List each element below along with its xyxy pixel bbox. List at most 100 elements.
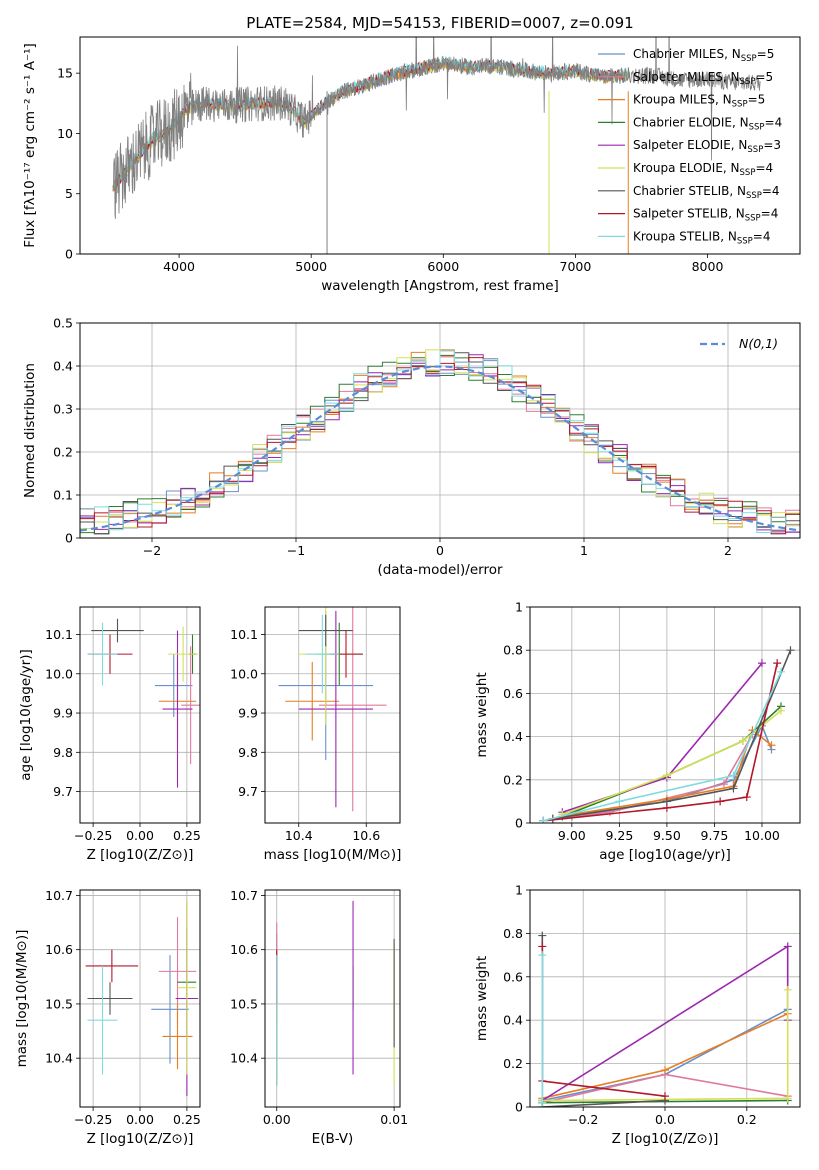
x-tick-label: 9.50 <box>653 828 681 843</box>
weight-marker <box>729 771 738 780</box>
y-tick-label: 0.4 <box>503 1013 523 1028</box>
weight-line <box>562 710 782 816</box>
x-tick-label: 0.01 <box>380 1112 408 1127</box>
errorbars <box>87 618 200 788</box>
weight-line <box>543 671 782 822</box>
y-tick-label: 9.9 <box>238 706 258 721</box>
x-tick-label: 6000 <box>427 259 459 274</box>
y-tick-label: 9.7 <box>53 784 73 799</box>
histogram-lines <box>80 349 800 535</box>
x-tick-label: 5000 <box>295 259 327 274</box>
weight-marker <box>538 1098 547 1107</box>
x-tick-label: 0.0 <box>655 1112 675 1127</box>
x-axis-label: mass [log10(M/M⊙)] <box>264 847 402 863</box>
y-tick-label: 9.9 <box>53 706 73 721</box>
legend-label-sub: SSP <box>749 122 765 132</box>
x-axis-label: Z [log10(Z/Z⊙)] <box>87 847 194 863</box>
legend-label-prefix: Kroupa STELIB, N <box>633 229 737 243</box>
y-tick-label: 0.2 <box>503 772 523 787</box>
legend-label: Kroupa STELIB, NSSP=4 <box>633 229 771 246</box>
x-tick-label: 10.4 <box>285 828 313 843</box>
y-tick-label: 10.1 <box>230 627 258 642</box>
x-tick-label: 1 <box>580 543 588 558</box>
y-tick-label: 10.6 <box>45 942 73 957</box>
spectrum-lines <box>112 37 761 254</box>
legend-label-suffix: =4 <box>761 207 779 221</box>
legend-label-suffix: =4 <box>765 115 783 129</box>
legend-label-suffix: =4 <box>753 229 771 243</box>
legend-label-prefix: Salpeter ELODIE, N <box>633 138 747 152</box>
x-tick-label: 8000 <box>692 259 724 274</box>
y-tick-label: 5 <box>65 186 73 201</box>
y-tick-label: 10.5 <box>230 996 258 1011</box>
weight-marker <box>662 771 671 780</box>
y-tick-label: 0.3 <box>53 402 73 417</box>
age-vs-Z-panel: −0.25 0.00 0.25 9.7 9.8 9.9 10.0 10.1 Z [log10(Z… <box>18 606 201 863</box>
x-tick-label: 9.00 <box>558 828 586 843</box>
data-spectrum-line <box>112 37 761 219</box>
legend-label-sub: SSP <box>746 191 762 201</box>
weight-line <box>552 649 792 820</box>
weight-marker <box>738 736 747 745</box>
weight-marker <box>776 667 785 676</box>
axes-frame <box>79 322 801 539</box>
x-axis-label: (data-model)/error <box>377 562 503 578</box>
weight-marker <box>729 784 738 793</box>
normal-curve <box>80 365 800 532</box>
weight-marker <box>539 816 548 823</box>
legend-label: Salpeter MILES, NSSP=5 <box>633 70 773 87</box>
weight-marker <box>783 942 792 951</box>
figure-title: PLATE=2584, MJD=54153, FIBERID=0007, z=0… <box>246 14 633 32</box>
weight-lines <box>539 646 795 823</box>
x-tick-label: 2 <box>724 543 732 558</box>
x-axis-label: Z [log10(Z/Z⊙)] <box>612 1131 719 1147</box>
legend-label-sub: SSP <box>737 236 753 246</box>
legend-label-prefix: Chabrier STELIB, N <box>633 184 746 198</box>
weight-marker <box>615 797 624 806</box>
x-tick-label: 9.25 <box>605 828 633 843</box>
y-tick-label: 0.6 <box>503 686 523 701</box>
legend-label-suffix: =4 <box>762 184 780 198</box>
legend-label-sub: SSP <box>740 77 756 87</box>
y-tick-label: 0 <box>65 531 73 546</box>
x-tick-label: 0.00 <box>263 1112 291 1127</box>
weight-marker <box>538 942 547 951</box>
y-tick-label: 0.4 <box>503 729 523 744</box>
x-tick-label: 0 <box>436 543 444 558</box>
x-axis-label: E(B-V) <box>312 1131 354 1147</box>
errorbars <box>276 900 395 1086</box>
legend-label-prefix: Chabrier ELODIE, N <box>633 115 749 129</box>
x-axis-label: wavelength [Angstrom, rest frame] <box>321 278 559 294</box>
legend-label-prefix: Salpeter MILES, N <box>633 70 740 84</box>
x-tick-label: 0.25 <box>173 1112 201 1127</box>
y-tick-label: 0 <box>65 247 73 262</box>
legend-label-prefix: Salpeter STELIB, N <box>633 207 745 221</box>
x-axis-label: age [log10(age/yr)] <box>599 847 731 863</box>
axes-frame <box>529 889 801 1108</box>
y-tick-label: 9.7 <box>238 784 258 799</box>
axes-frame <box>264 606 401 824</box>
y-tick-label: 0.4 <box>53 359 73 374</box>
spectrum-panel: 4000 5000 6000 7000 8000 0 5 10 15 wavelength [An… <box>22 36 801 294</box>
legend-label-suffix: =3 <box>763 138 781 152</box>
y-tick-label: 0.2 <box>503 1056 523 1071</box>
weight-marker <box>538 931 547 940</box>
legend-label-sub: SSP <box>741 54 757 64</box>
mass-vs-EBV-panel: 0.00 0.01 10.4 10.5 10.6 10.7 E(B-V) <box>230 888 408 1147</box>
mass-weight-vs-Z-panel: −0.2 0.0 0.2 0 0.2 0.4 0.6 0.8 1 Z [log10(Z/Z⊙)] m… <box>474 883 801 1147</box>
legend-label-suffix: =4 <box>755 161 773 175</box>
legend-label-prefix: Kroupa MILES, N <box>633 93 732 107</box>
y-tick-label: 10.1 <box>45 627 73 642</box>
legend-label-sub: SSP <box>740 168 756 178</box>
axes-frame <box>79 889 201 1108</box>
weight-marker <box>776 706 785 715</box>
legend-label: Chabrier STELIB, NSSP=4 <box>633 184 780 201</box>
x-tick-label: 4000 <box>163 259 195 274</box>
legend-label: Kroupa ELODIE, NSSP=4 <box>633 161 773 178</box>
y-axis-label: age [log10(age/yr)] <box>18 649 34 781</box>
weight-marker <box>719 780 728 789</box>
x-tick-label: 10.6 <box>352 828 380 843</box>
weight-marker <box>538 951 547 960</box>
x-tick-label: 0.00 <box>126 828 154 843</box>
errorbars <box>278 607 387 812</box>
